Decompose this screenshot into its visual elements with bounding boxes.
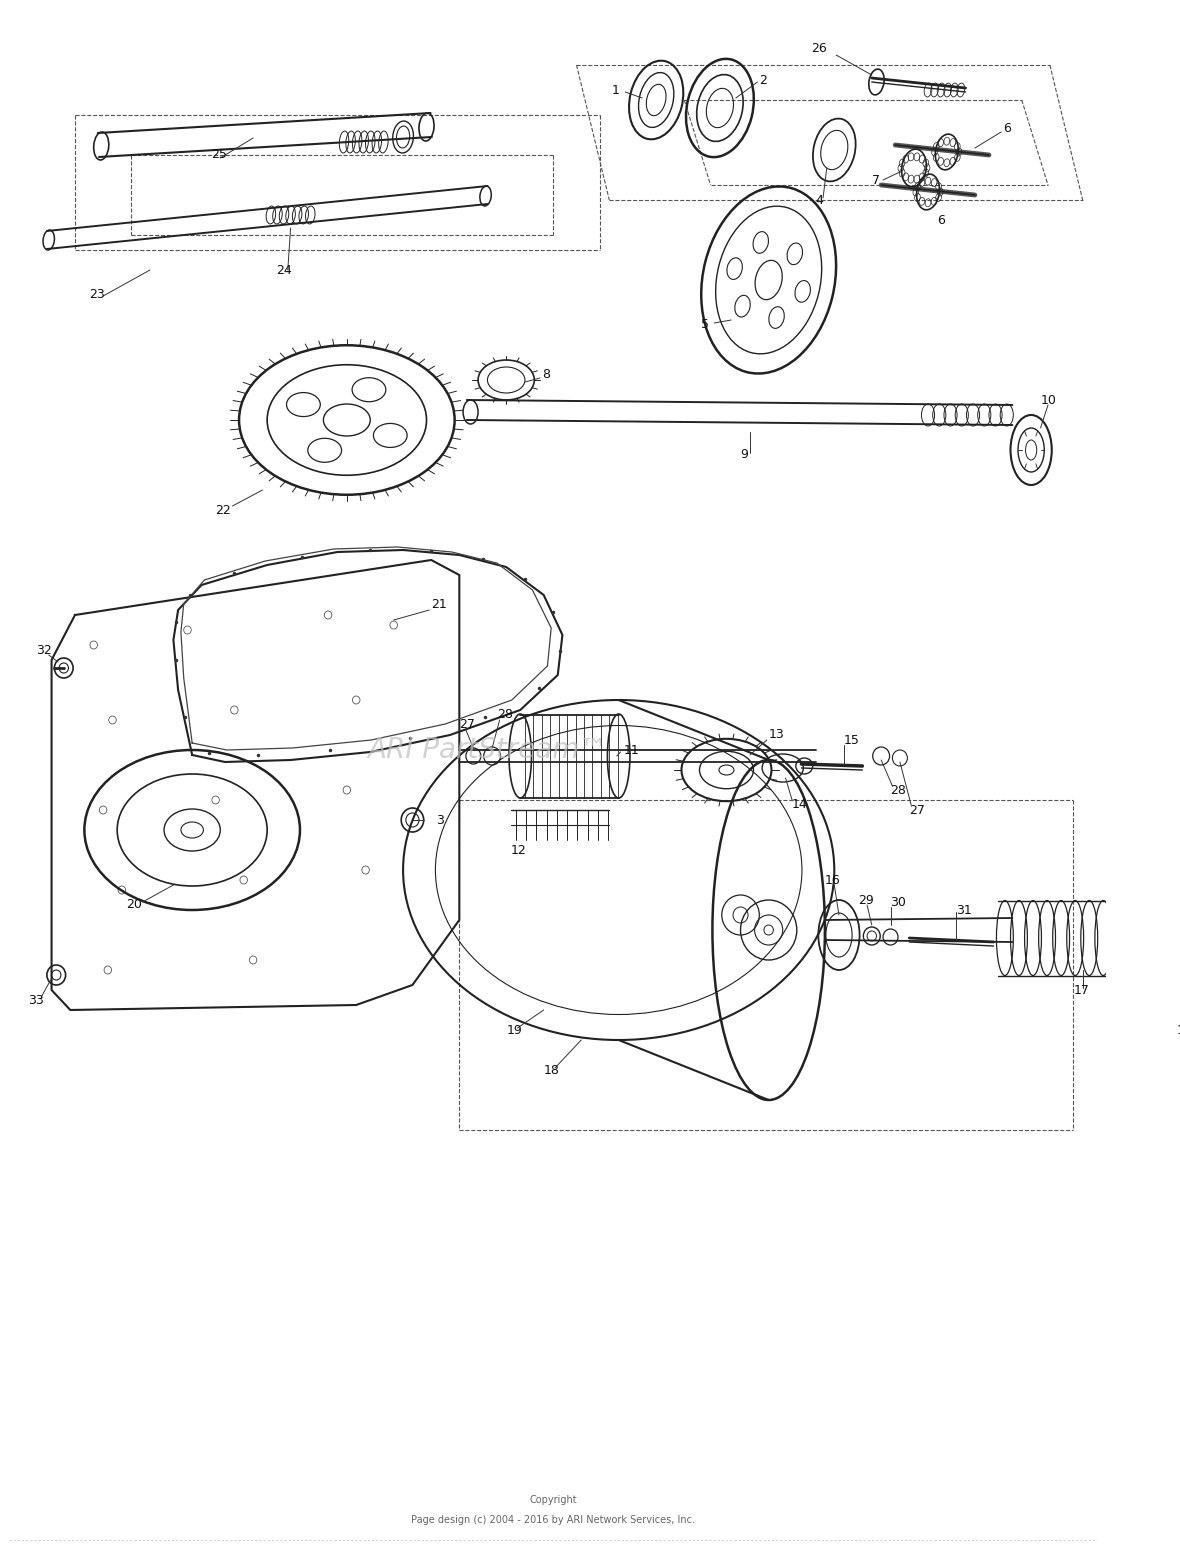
Text: 28: 28 <box>891 783 906 797</box>
Text: 6: 6 <box>937 213 945 227</box>
Text: 19: 19 <box>506 1023 522 1037</box>
Text: ARI PartStream™: ARI PartStream™ <box>367 735 608 763</box>
Text: 18: 18 <box>544 1063 559 1077</box>
Text: 21: 21 <box>431 598 447 612</box>
Text: 14: 14 <box>792 799 808 811</box>
Text: 12: 12 <box>511 844 526 856</box>
Text: 33: 33 <box>28 993 44 1006</box>
Text: Page design (c) 2004 - 2016 by ARI Network Services, Inc.: Page design (c) 2004 - 2016 by ARI Netwo… <box>411 1516 695 1525</box>
Text: 16: 16 <box>1176 1023 1180 1037</box>
Text: 11: 11 <box>623 743 640 757</box>
Text: 27: 27 <box>910 803 925 816</box>
Text: 9: 9 <box>741 448 748 462</box>
Text: 27: 27 <box>459 718 476 731</box>
Text: 1: 1 <box>611 83 620 96</box>
Text: 25: 25 <box>211 148 227 162</box>
Text: Copyright: Copyright <box>530 1496 577 1505</box>
Text: 32: 32 <box>35 644 52 657</box>
Text: 24: 24 <box>276 264 293 277</box>
Text: 22: 22 <box>216 504 231 516</box>
Text: 20: 20 <box>126 899 143 912</box>
Text: 8: 8 <box>542 369 550 382</box>
Text: 5: 5 <box>701 318 709 332</box>
Text: 4: 4 <box>815 193 824 207</box>
Text: 28: 28 <box>497 709 512 722</box>
Text: 29: 29 <box>858 893 873 907</box>
Text: 30: 30 <box>891 896 906 908</box>
Text: 6: 6 <box>1003 122 1011 134</box>
Text: 26: 26 <box>811 42 827 54</box>
Text: 31: 31 <box>956 904 972 916</box>
Text: 7: 7 <box>872 173 880 187</box>
Text: 16: 16 <box>825 873 840 887</box>
Text: 3: 3 <box>435 814 444 827</box>
Text: 10: 10 <box>1041 394 1056 406</box>
Text: 15: 15 <box>844 734 859 746</box>
Text: 2: 2 <box>759 74 767 87</box>
Text: 17: 17 <box>1074 984 1089 997</box>
Text: 13: 13 <box>768 729 785 742</box>
Text: 23: 23 <box>88 289 105 301</box>
